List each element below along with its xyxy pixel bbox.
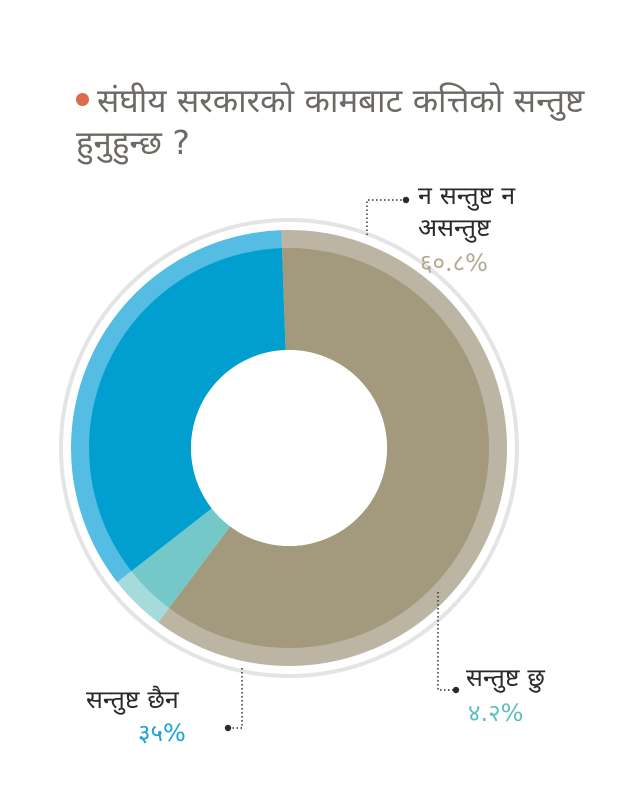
label-unsatisfied: सन्तुष्ट छैन (86, 685, 179, 714)
pct-neutral: ६०.८% (420, 249, 488, 277)
donut-hole (191, 350, 387, 546)
chart-title-text: संघीय सरकारको कामबाट कत्तिको सन्तुष्ट हु… (76, 81, 585, 162)
leader-dot-satisfied (452, 686, 460, 694)
slice-rim-unsatisfied (71, 230, 283, 583)
slice-unsatisfied (88, 248, 286, 572)
leader-line-satisfied (437, 592, 456, 691)
leader-line-unsatisfied (228, 668, 243, 729)
slice-neutral (168, 248, 489, 649)
bullet-dot-icon (76, 93, 89, 106)
leader-dot-neutral (402, 196, 410, 204)
slice-rim-satisfied (117, 570, 170, 623)
slice-satisfied (131, 508, 231, 608)
chart-title: संघीय सरकारको कामबाट कत्तिको सन्तुष्ट हु… (76, 80, 596, 164)
pct-unsatisfied: ३५% (138, 719, 186, 747)
pct-satisfied: ४.२% (468, 699, 524, 727)
label-satisfied: सन्तुष्ट छु (466, 663, 545, 692)
leader-dot-unsatisfied (224, 724, 232, 732)
leader-line-neutral (366, 199, 406, 235)
label-neutral: न सन्तुष्ट न असन्तुष्ट (418, 181, 516, 242)
